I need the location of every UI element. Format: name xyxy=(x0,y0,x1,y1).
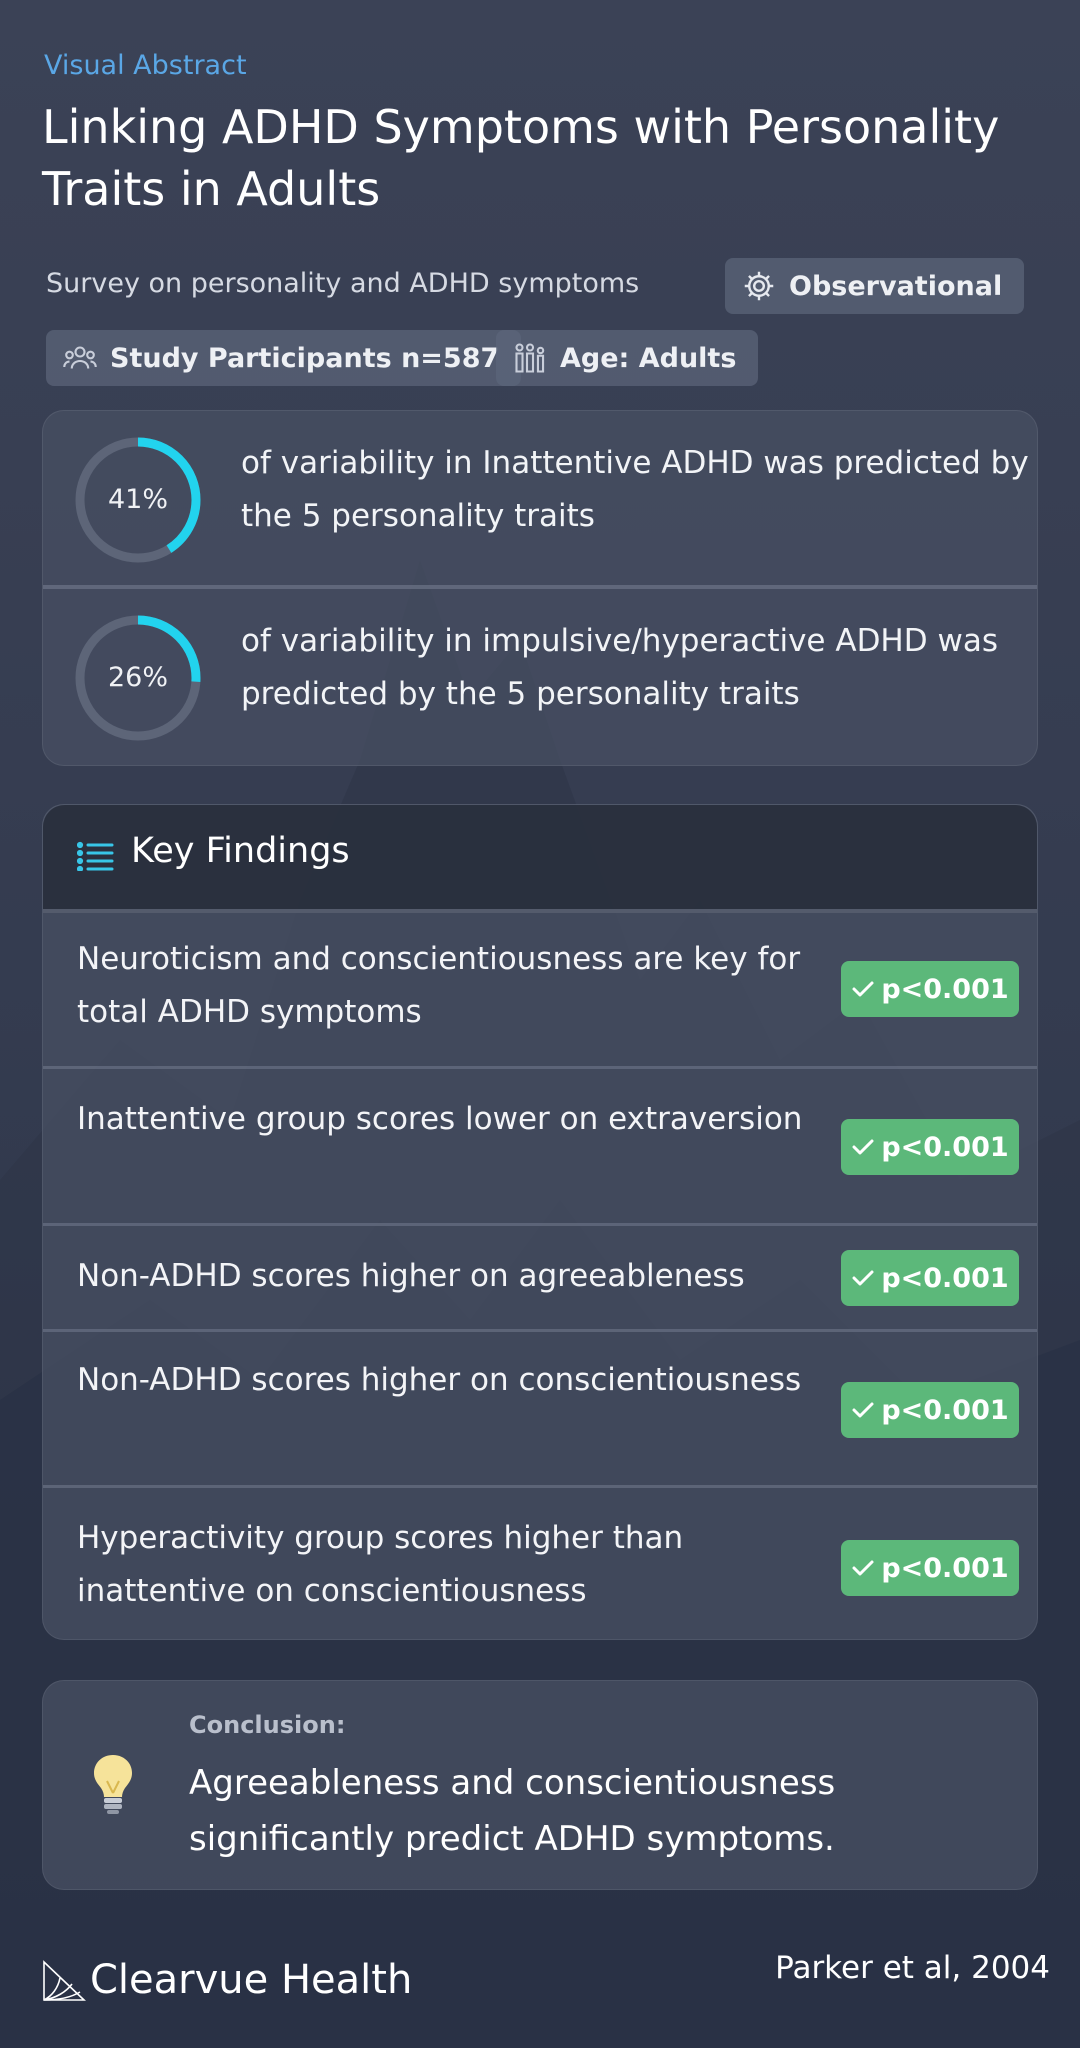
finding-text: Non-ADHD scores higher on agreeableness xyxy=(77,1258,745,1294)
finding-row: Neuroticism and conscientiousness are ke… xyxy=(43,909,1037,1066)
participants-label: Study Participants n=587 xyxy=(110,342,500,374)
significance-badge: p<0.001 xyxy=(841,1540,1019,1596)
stat-row: 26% of variability in impulsive/hyperact… xyxy=(43,585,1037,763)
brand-name: Clearvue Health xyxy=(90,1957,413,2003)
stat-row: 41% of variability in Inattentive ADHD w… xyxy=(43,411,1037,585)
age-tag: Age: Adults xyxy=(496,330,759,386)
checkmark-icon xyxy=(852,1270,874,1286)
gear-icon xyxy=(744,271,774,301)
study-meta: Survey on personality and ADHD symptoms … xyxy=(46,258,1026,316)
finding-text: Hyperactivity group scores higher than i… xyxy=(77,1520,684,1609)
finding-text: Neuroticism and conscientiousness are ke… xyxy=(77,941,801,1030)
significance-badge: p<0.001 xyxy=(841,1250,1019,1306)
finding-text: Inattentive group scores lower on extrav… xyxy=(77,1101,803,1137)
checkmark-icon xyxy=(852,981,874,997)
percent-label: 26% xyxy=(107,662,168,693)
conclusion-text: Agreeableness and conscientiousness sign… xyxy=(189,1763,836,1859)
checkmark-icon xyxy=(852,1560,874,1576)
key-findings-title: Key Findings xyxy=(131,831,350,871)
finding-row: Non-ADHD scores higher on agreeableness … xyxy=(43,1223,1037,1329)
progress-ring xyxy=(75,615,201,741)
badge-label: p<0.001 xyxy=(881,973,1009,1005)
people-group-icon xyxy=(63,346,97,369)
significance-badge: p<0.001 xyxy=(841,1382,1019,1438)
brand: Clearvue Health xyxy=(40,1950,412,2010)
stat-description: of variability in impulsive/hyperactive … xyxy=(241,623,998,712)
badge-label: p<0.001 xyxy=(881,1131,1009,1163)
finding-row: Inattentive group scores lower on extrav… xyxy=(43,1066,1037,1223)
significance-badge: p<0.001 xyxy=(841,961,1019,1017)
citation: Parker et al, 2004 xyxy=(775,1950,1050,1986)
finding-row: Hyperactivity group scores higher than i… xyxy=(43,1485,1037,1639)
finding-text: Non-ADHD scores higher on conscientiousn… xyxy=(77,1362,802,1398)
study-design-label: Observational xyxy=(789,270,1003,302)
page-title: Linking ADHD Symptoms with Personality T… xyxy=(42,100,1000,216)
lightbulb-icon xyxy=(94,1755,132,1814)
stats-card: 41% of variability in Inattentive ADHD w… xyxy=(42,410,1038,766)
key-findings-header: Key Findings xyxy=(43,805,1037,913)
finding-row: Non-ADHD scores higher on conscientiousn… xyxy=(43,1329,1037,1485)
conclusion-label: Conclusion: xyxy=(189,1711,346,1739)
eyebrow-label: Visual Abstract xyxy=(44,50,247,81)
significance-badge: p<0.001 xyxy=(841,1119,1019,1175)
progress-ring-fill xyxy=(75,615,201,741)
study-description: Survey on personality and ADHD symptoms xyxy=(46,268,640,299)
brand-logo-icon xyxy=(43,1960,87,2001)
checkmark-icon xyxy=(852,1139,874,1155)
badge-label: p<0.001 xyxy=(881,1552,1009,1584)
age-label: Age: Adults xyxy=(560,342,737,374)
progress-ring-fill xyxy=(75,437,201,563)
participants-tag: Study Participants n=587 xyxy=(46,330,522,386)
list-icon xyxy=(77,841,114,871)
stat-description: of variability in Inattentive ADHD was p… xyxy=(241,445,1029,534)
key-findings-card: Key Findings Neuroticism and conscientio… xyxy=(42,804,1038,1640)
progress-ring xyxy=(75,437,201,563)
conclusion-card: Conclusion: Agreeableness and conscienti… xyxy=(42,1680,1038,1890)
percent-label: 41% xyxy=(107,484,168,515)
study-design-tag: Observational xyxy=(725,258,1025,314)
badge-label: p<0.001 xyxy=(881,1394,1009,1426)
badge-label: p<0.001 xyxy=(881,1262,1009,1294)
checkmark-icon xyxy=(852,1402,874,1418)
family-icon xyxy=(515,343,545,373)
